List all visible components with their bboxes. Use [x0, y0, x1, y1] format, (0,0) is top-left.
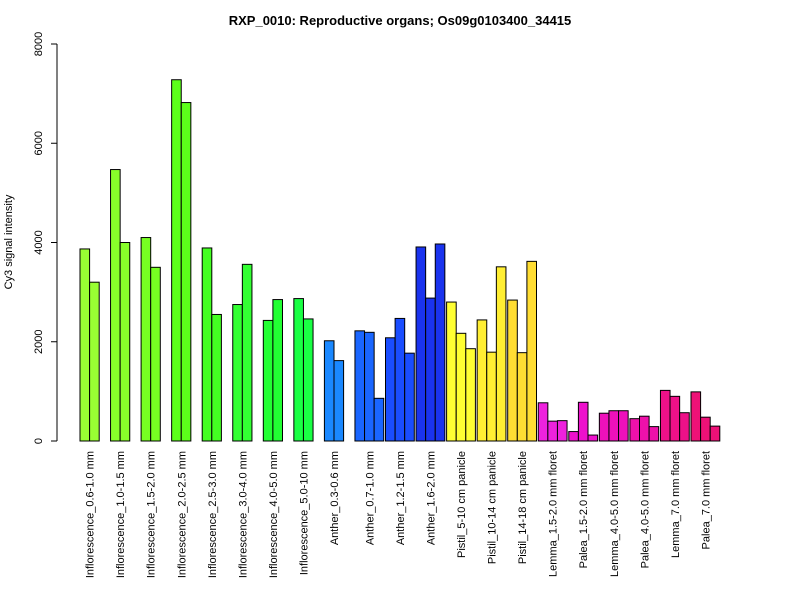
bar [455, 332, 467, 442]
chart-title: RXP_0010: Reproductive organs; Os09g0103… [229, 13, 572, 28]
bar [486, 351, 497, 442]
bar [140, 237, 152, 442]
bar [302, 318, 314, 442]
category-labels: Inflorescence_0.6-1.0 mm Inflorescence_1.… [85, 451, 713, 578]
bar [577, 401, 589, 442]
bar [201, 247, 213, 442]
bar [415, 246, 427, 442]
bar [211, 313, 222, 442]
bar [364, 331, 375, 442]
y-axis-label: Cy3 signal intensity [3, 194, 15, 289]
y-tick-label: 6000 [33, 131, 45, 155]
bar [110, 169, 121, 442]
bar [171, 79, 182, 442]
bar [232, 304, 243, 442]
bar [476, 319, 488, 442]
y-tick-label: 8000 [33, 32, 45, 56]
bar [648, 426, 660, 442]
bar [293, 298, 304, 442]
bar [556, 420, 568, 442]
bar [700, 416, 711, 442]
category-label: Inflorescence_3.0-4.0 mm [237, 451, 249, 578]
category-label: Inflorescence_1.5-2.0 mm [146, 451, 158, 578]
category-label: Inflorescence_5.0-10 mm [298, 451, 310, 575]
bars-group [79, 79, 721, 442]
bar [659, 389, 671, 442]
y-tick-label: 4000 [33, 230, 45, 254]
bar [568, 431, 579, 442]
bar [709, 425, 721, 442]
bar [79, 248, 91, 442]
bar [618, 410, 629, 442]
bar [373, 397, 385, 442]
bar [434, 243, 446, 442]
bar [598, 412, 610, 442]
bar [507, 299, 518, 442]
bar [495, 266, 507, 442]
y-tick-label: 0 [33, 438, 45, 444]
bar [446, 301, 457, 442]
y-tick-label: 2000 [33, 330, 45, 354]
category-label: Lemma_1.5-2.0 mm floret [548, 451, 560, 577]
category-label: Pistil_5-10 cm panicle [456, 451, 468, 558]
bar [537, 402, 549, 442]
bar [669, 395, 681, 442]
category-label: Anther_0.7-1.0 mm [364, 451, 376, 545]
bar [241, 263, 253, 442]
bar [272, 299, 283, 442]
bar [333, 360, 345, 442]
category-label: Lemma_4.0-5.0 mm floret [609, 451, 621, 577]
bar [180, 102, 192, 442]
bar [404, 352, 415, 442]
category-label: Anther_1.6-2.0 mm [425, 451, 437, 545]
bar [526, 260, 538, 442]
bar [679, 412, 690, 442]
category-label: Palea_7.0 mm floret [700, 451, 712, 549]
bar [323, 340, 335, 442]
category-label: Inflorescence_0.6-1.0 mm [85, 451, 97, 578]
category-label: Inflorescence_2.0-2.5 mm [176, 451, 188, 578]
category-label: Inflorescence_1.0-1.5 mm [115, 451, 127, 578]
bar [639, 415, 650, 442]
bar [547, 420, 558, 442]
category-label: Palea_4.0-5.0 mm floret [639, 451, 651, 568]
bar [690, 391, 702, 442]
category-label: Pistil_10-14 cm panicle [487, 451, 499, 564]
category-label: Pistil_14-18 cm panicle [517, 451, 529, 564]
bar [394, 317, 406, 442]
bar [150, 266, 161, 442]
y-axis-ticks: 0 2000 4000 6000 8000 [33, 32, 57, 444]
category-label: Anther_1.2-1.5 mm [395, 451, 407, 545]
bar [354, 330, 366, 442]
bar [89, 281, 100, 442]
category-label: Anther_0.3-0.6 mm [329, 451, 341, 545]
bar [385, 337, 396, 442]
bar [629, 418, 641, 442]
bar [262, 319, 274, 442]
bar [608, 410, 620, 442]
category-label: Palea_1.5-2.0 mm floret [578, 451, 590, 568]
bar [587, 434, 599, 442]
category-label: Inflorescence_2.5-3.0 mm [207, 451, 219, 578]
bar [465, 348, 476, 442]
bar [516, 352, 528, 442]
category-label: Inflorescence_4.0-5.0 mm [268, 451, 280, 578]
category-label: Lemma_7.0 mm floret [670, 451, 682, 558]
bar [119, 242, 131, 442]
bar [425, 297, 436, 442]
